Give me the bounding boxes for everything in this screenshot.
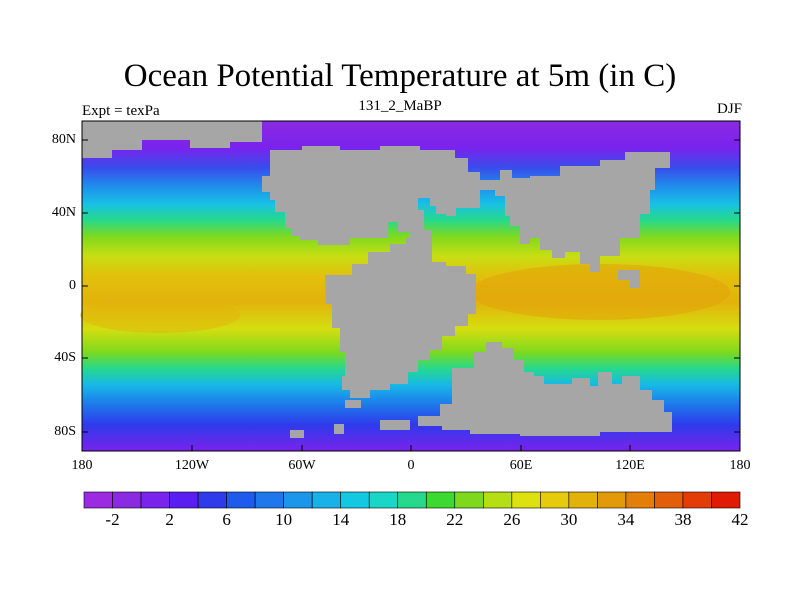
colorbar-swatch (568, 491, 598, 509)
colorbar-swatch (454, 491, 484, 509)
colorbar-swatch (682, 491, 712, 509)
lon-tick-label: 120E (615, 458, 645, 473)
colorbar-swatch (425, 491, 456, 509)
land-north-main (262, 146, 670, 272)
colorbar (83, 491, 741, 509)
lat-tick-label: 40S (54, 350, 76, 365)
lon-tick-label: 180 (729, 458, 751, 473)
map-title: Ocean Potential Temperature at 5m (in C) (123, 58, 677, 94)
colorbar-swatch (169, 491, 199, 509)
warm-pool-west (80, 297, 240, 333)
land-east-islet (618, 270, 640, 288)
season-label: DJF (716, 101, 742, 117)
colorbar-label: 6 (222, 510, 231, 529)
colorbar-swatch (340, 491, 370, 509)
colorbar-swatch (283, 491, 313, 509)
colorbar-label: 18 (389, 510, 407, 529)
colorbar-swatch (197, 491, 227, 509)
lon-tick-label: 120W (174, 458, 210, 473)
lon-tick-label: 60W (288, 458, 316, 473)
lon-tick-label: 0 (407, 458, 415, 473)
land-south-islet-4 (334, 424, 344, 434)
land-south-islet-3 (290, 430, 304, 438)
colorbar-label: 14 (332, 510, 350, 529)
colorbar-swatch (711, 491, 741, 509)
lon-tick-label: 180 (71, 458, 93, 473)
lat-tick-label: 40N (51, 205, 76, 220)
colorbar-label: 30 (560, 510, 578, 529)
colorbar-swatch (311, 491, 341, 509)
land-south-main (325, 238, 476, 398)
land-south-islet-1 (345, 400, 361, 408)
colorbar-label: -2 (105, 510, 120, 529)
lat-tick-label: 80N (51, 132, 76, 147)
colorbar-label: 42 (731, 510, 749, 529)
land (82, 121, 672, 438)
land-south-lower (418, 342, 672, 436)
warm-pool (470, 264, 730, 320)
colorbar-label: 22 (446, 510, 464, 529)
colorbar-swatch (83, 491, 113, 509)
colorbar-swatch (254, 491, 284, 509)
colorbar-label: 26 (503, 510, 521, 529)
colorbar-swatch (540, 491, 570, 509)
colorbar-swatch (397, 491, 427, 509)
colorbar-swatch (140, 491, 170, 509)
colorbar-swatch (226, 491, 256, 509)
lat-tick-label: 0 (69, 278, 76, 293)
colorbar-swatch (483, 491, 513, 509)
colorbar-swatch (368, 491, 399, 509)
colorbar-swatch (112, 491, 142, 509)
land-south-islet-2 (380, 420, 410, 430)
experiment-label: Expt = texPa (82, 103, 160, 119)
colorbar-swatch (625, 491, 655, 509)
colorbar-label: 2 (165, 510, 174, 529)
colorbar-label: 10 (275, 510, 293, 529)
colorbar-swatch (597, 491, 627, 509)
colorbar-swatch (654, 491, 684, 509)
run-label: 131_2_MaBP (358, 98, 442, 114)
axis-ticks (82, 139, 740, 451)
colorbar-label: 38 (674, 510, 692, 529)
land-island-north (430, 196, 446, 214)
land-arctic-mid (196, 121, 250, 138)
colorbar-label: 34 (617, 510, 635, 529)
lon-tick-label: 60E (509, 458, 533, 473)
colorbar-swatch (511, 491, 541, 509)
lat-tick-label: 80S (54, 424, 76, 439)
